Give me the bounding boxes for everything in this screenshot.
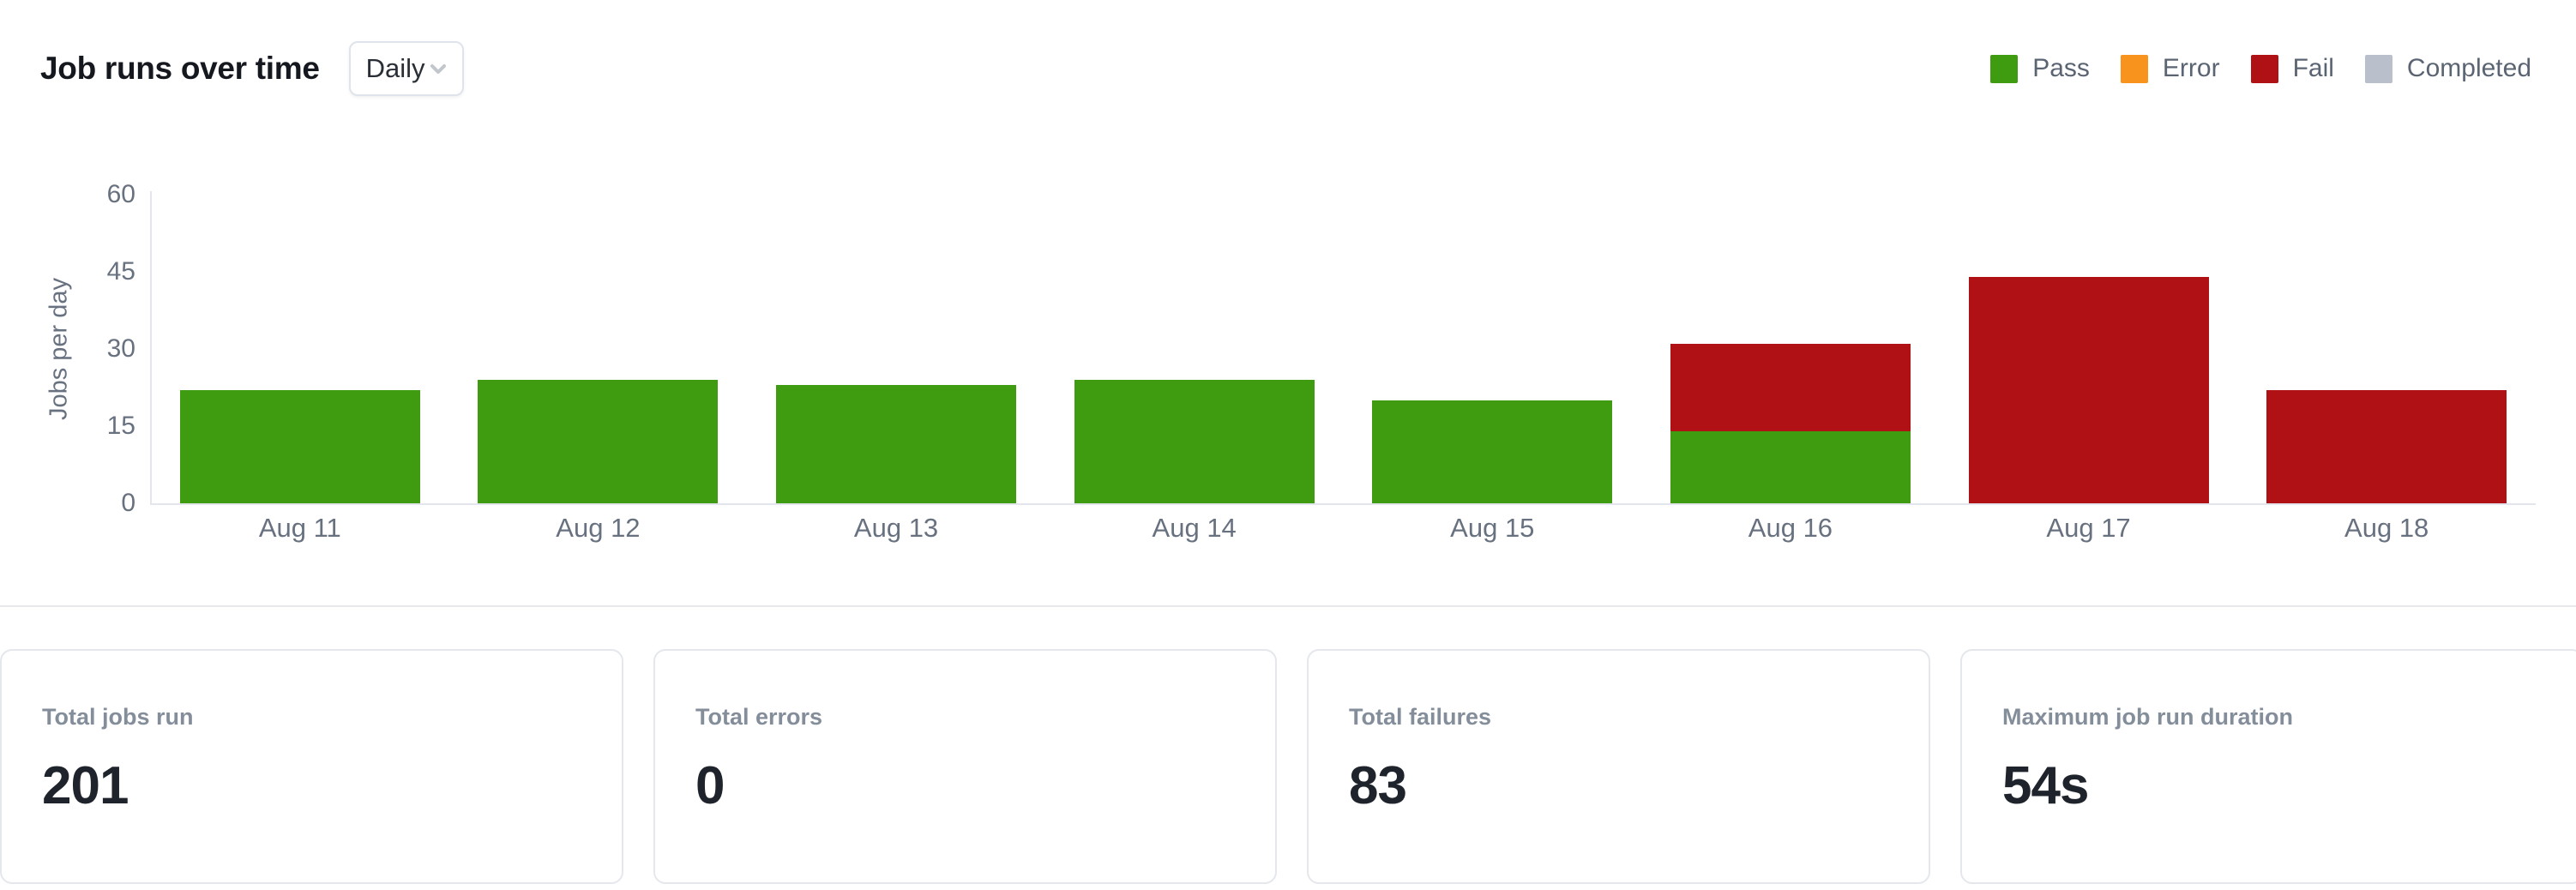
stat-card-max-job-run-duration: Maximum job run duration 54s (1960, 649, 2576, 884)
bar-aug-16-pass[interactable] (1670, 431, 1911, 503)
bar-aug-13-pass[interactable] (776, 385, 1017, 503)
legend-item-error[interactable]: Error (2120, 54, 2220, 83)
y-tick-15: 15 (106, 412, 135, 440)
job-runs-bar-chart: Jobs per day 0 15 30 45 60 Aug 11 Aug 12 Aug 13… (45, 180, 2536, 543)
x-tick-aug-18: Aug 18 (2344, 513, 2429, 543)
x-tick-aug-17: Aug 17 (2046, 513, 2131, 543)
interval-dropdown-value: Daily (365, 53, 425, 83)
y-tick-45: 45 (106, 257, 135, 286)
legend-swatch-completed (2364, 54, 2392, 83)
stat-value: 0 (695, 756, 725, 815)
chevron-down-icon (426, 57, 450, 81)
legend-label: Pass (2032, 54, 2090, 82)
stat-label: Total failures (1349, 704, 1492, 730)
x-tick-aug-11: Aug 11 (258, 513, 341, 543)
x-tick-aug-16: Aug 16 (1748, 513, 1833, 543)
stat-value: 83 (1349, 756, 1407, 815)
y-tick-60: 60 (106, 180, 135, 208)
y-tick-30: 30 (106, 334, 135, 363)
stat-label: Total errors (695, 704, 823, 730)
bar-aug-11-pass[interactable] (179, 390, 420, 503)
bar-aug-17-fail[interactable] (1968, 277, 2209, 503)
stat-card-total-errors: Total errors 0 (653, 649, 1277, 884)
chart-title: Job runs over time (40, 51, 320, 86)
stat-value: 54s (2002, 756, 2089, 815)
legend-item-completed[interactable]: Completed (2364, 54, 2531, 83)
x-axis-line (150, 503, 2536, 505)
chart-legend: Pass Error Fail Completed (1990, 53, 2531, 84)
legend-label: Error (2162, 54, 2220, 82)
stat-value: 201 (42, 756, 129, 815)
x-tick-aug-13: Aug 13 (853, 513, 939, 543)
legend-swatch-pass (1990, 54, 2019, 83)
chart-header: Job runs over time Daily (40, 41, 464, 96)
bar-aug-14-pass[interactable] (1074, 380, 1315, 503)
x-tick-aug-15: Aug 15 (1450, 513, 1535, 543)
legend-label: Completed (2406, 54, 2531, 82)
bar-aug-15-pass[interactable] (1372, 400, 1613, 503)
stat-card-total-failures: Total failures 83 (1307, 649, 1930, 884)
y-tick-0: 0 (121, 489, 135, 517)
x-tick-aug-12: Aug 12 (556, 513, 641, 543)
stat-card-total-jobs-run: Total jobs run 201 (0, 649, 623, 884)
x-tick-aug-14: Aug 14 (1152, 513, 1237, 543)
section-divider (0, 605, 2576, 607)
interval-dropdown[interactable]: Daily (348, 41, 464, 96)
legend-swatch-fail (2250, 54, 2278, 83)
y-axis-line (150, 191, 152, 505)
stat-label: Total jobs run (42, 704, 194, 730)
legend-label: Fail (2292, 54, 2334, 82)
legend-swatch-error (2120, 54, 2148, 83)
bar-aug-16-fail[interactable] (1670, 344, 1911, 431)
stat-label: Maximum job run duration (2002, 704, 2294, 730)
bar-aug-12-pass[interactable] (478, 380, 719, 503)
bar-aug-18-fail[interactable] (2266, 390, 2507, 503)
legend-item-fail[interactable]: Fail (2250, 54, 2334, 83)
legend-item-pass[interactable]: Pass (1990, 54, 2090, 83)
